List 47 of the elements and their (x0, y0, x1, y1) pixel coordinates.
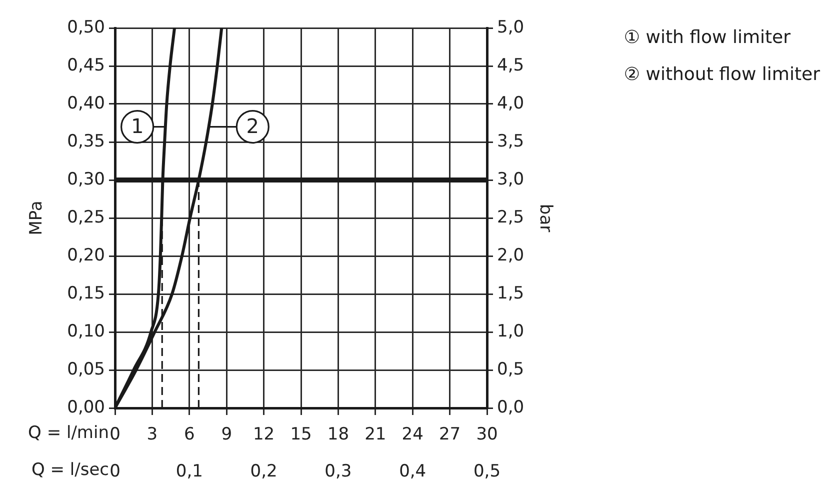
x-tick-label: 18 (327, 424, 350, 445)
y-tick-label: 0,25 (67, 207, 105, 228)
x-tick-label: 21 (364, 424, 386, 445)
y2-tick-label: 4,0 (497, 93, 524, 114)
annotation: 2 (246, 114, 260, 138)
y2-tick-label: 4,5 (497, 55, 524, 76)
x-tick-label: 30 (476, 424, 498, 445)
y2-tick-label: 5,0 (497, 17, 524, 38)
y-tick-label: 0,10 (67, 321, 105, 342)
x2-tick-label: 0 (110, 462, 120, 482)
x-tick-label: 3 (146, 424, 158, 445)
y2-tick-label: 1,0 (497, 321, 524, 342)
y-tick-label: 0,45 (67, 55, 105, 76)
text: ① with flow limiter (624, 27, 792, 49)
y2-tick-label: 1,5 (497, 283, 524, 304)
y-tick-label: 0,40 (67, 93, 105, 114)
x2-tick-label: 0,1 (176, 462, 203, 482)
y-tick-label: 0,00 (67, 397, 105, 418)
x-tick-label: 12 (252, 424, 275, 445)
y2-tick-label: 2,5 (497, 207, 524, 228)
y-tick-label: 0,30 (67, 169, 105, 190)
x-tick-label: 6 (184, 424, 195, 445)
y2-tick-label: 0,0 (497, 397, 524, 418)
y-axis-title: MPa (26, 200, 47, 236)
x2-axis-title: Q = l/sec (31, 460, 109, 480)
x-tick-label: 9 (221, 424, 232, 445)
x2-tick-label: 0,4 (399, 462, 426, 482)
annotation: 1 (130, 114, 144, 138)
y-tick-label: 0,05 (67, 359, 105, 380)
y-tick-label: 0,15 (67, 283, 105, 304)
x-tick-label: 15 (290, 424, 312, 445)
x2-tick-label: 0,3 (324, 462, 352, 482)
y2-tick-label: 0,5 (497, 359, 524, 380)
x-axis-title: Q = l/min (28, 422, 109, 443)
y2-tick-label: 3,5 (497, 131, 524, 152)
y2-tick-label: 3,0 (497, 169, 524, 190)
y-tick-label: 0,50 (67, 17, 105, 38)
y-tick-label: 0,20 (67, 245, 105, 266)
x-tick-label: 24 (402, 424, 424, 445)
x-tick-label: 27 (438, 424, 461, 445)
x2-tick-label: 0,2 (250, 462, 278, 482)
x-tick-label: 0 (110, 424, 120, 445)
x2-tick-label: 0,5 (473, 462, 501, 482)
y2-axis-title: bar (535, 204, 556, 232)
text: ② without flow limiter (624, 64, 820, 86)
y-tick-label: 0,35 (67, 131, 105, 152)
y2-tick-label: 2,0 (497, 245, 524, 266)
